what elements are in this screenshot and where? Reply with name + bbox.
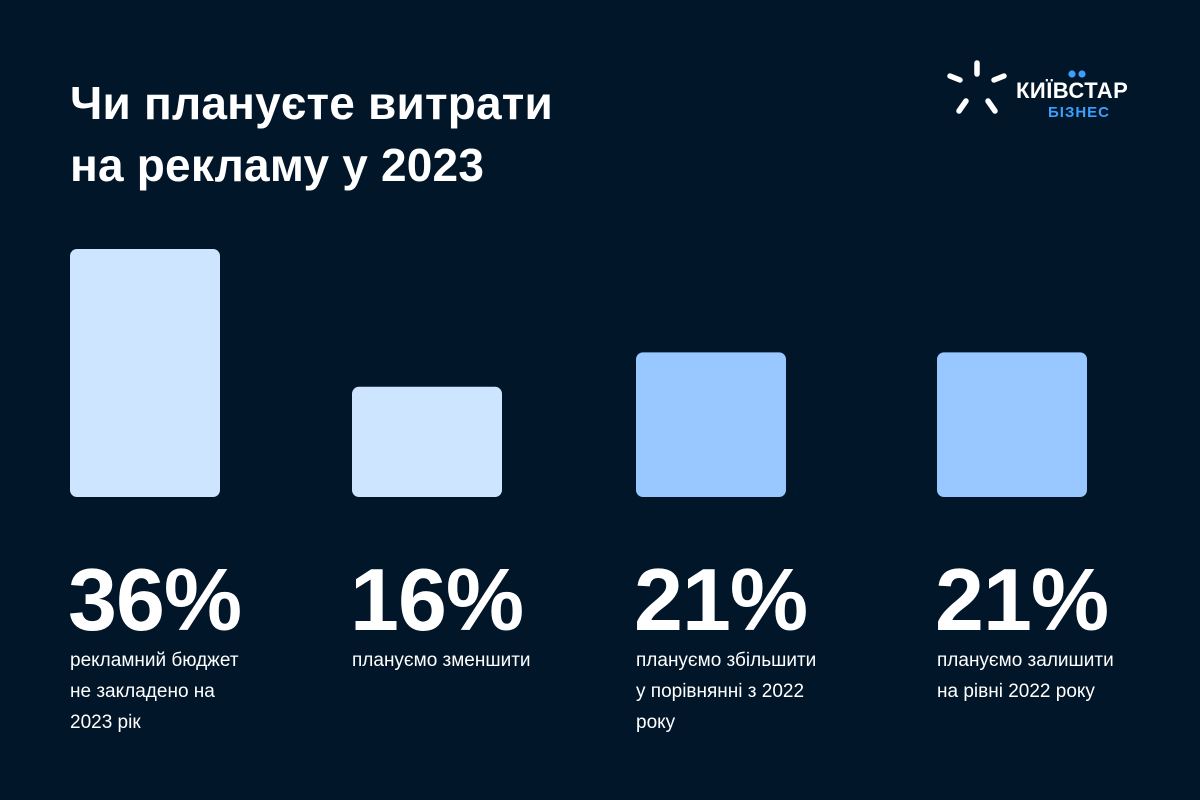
title-line-1: Чи плануєте витрати (70, 77, 554, 129)
value-label-4: 21% (935, 550, 1109, 649)
caption-4: плануємо залишити на рівні 2022 року (937, 645, 1157, 707)
caption-3-line-3: року (636, 712, 676, 733)
caption-1-line-3: 2023 рік (70, 712, 141, 733)
bar-4 (937, 352, 1087, 497)
kyivstar-star-icon (947, 60, 1007, 114)
caption-2-line-1: плануємо зменшити (352, 650, 531, 671)
caption-1-line-1: рекламний бюджет (70, 650, 239, 671)
caption-3: плануємо збільшити у порівнянні з 2022 рок… (636, 645, 856, 738)
caption-1: рекламний бюджет не закладено на 2023 рік (70, 645, 290, 738)
caption-3-line-1: плануємо збільшити (636, 650, 817, 671)
caption-3-line-2: у порівнянні з 2022 (636, 681, 805, 702)
bar-1 (70, 249, 220, 497)
value-label-3: 21% (634, 550, 808, 649)
caption-4-line-2: на рівні 2022 року (937, 681, 1095, 702)
value-label-2: 16% (350, 550, 524, 649)
logo-accent-dots (1068, 70, 1086, 78)
value-label-1: 36% (68, 550, 242, 649)
kyivstar-business-logo: КИЇВСТАР БІЗНЕС (942, 56, 1152, 122)
bar-3 (636, 352, 786, 497)
logo-subtitle: БІЗНЕС (1048, 104, 1111, 121)
page-title: Чи плануєте витрати на рекламу у 2023 (70, 72, 553, 196)
caption-4-line-1: плануємо залишити (937, 650, 1114, 671)
caption-2: плануємо зменшити (352, 645, 572, 676)
logo-wordmark: КИЇВСТАР (1016, 78, 1129, 103)
caption-1-line-2: не закладено на (70, 681, 215, 702)
title-line-2: на рекламу у 2023 (70, 139, 485, 191)
bar-2 (352, 386, 502, 497)
